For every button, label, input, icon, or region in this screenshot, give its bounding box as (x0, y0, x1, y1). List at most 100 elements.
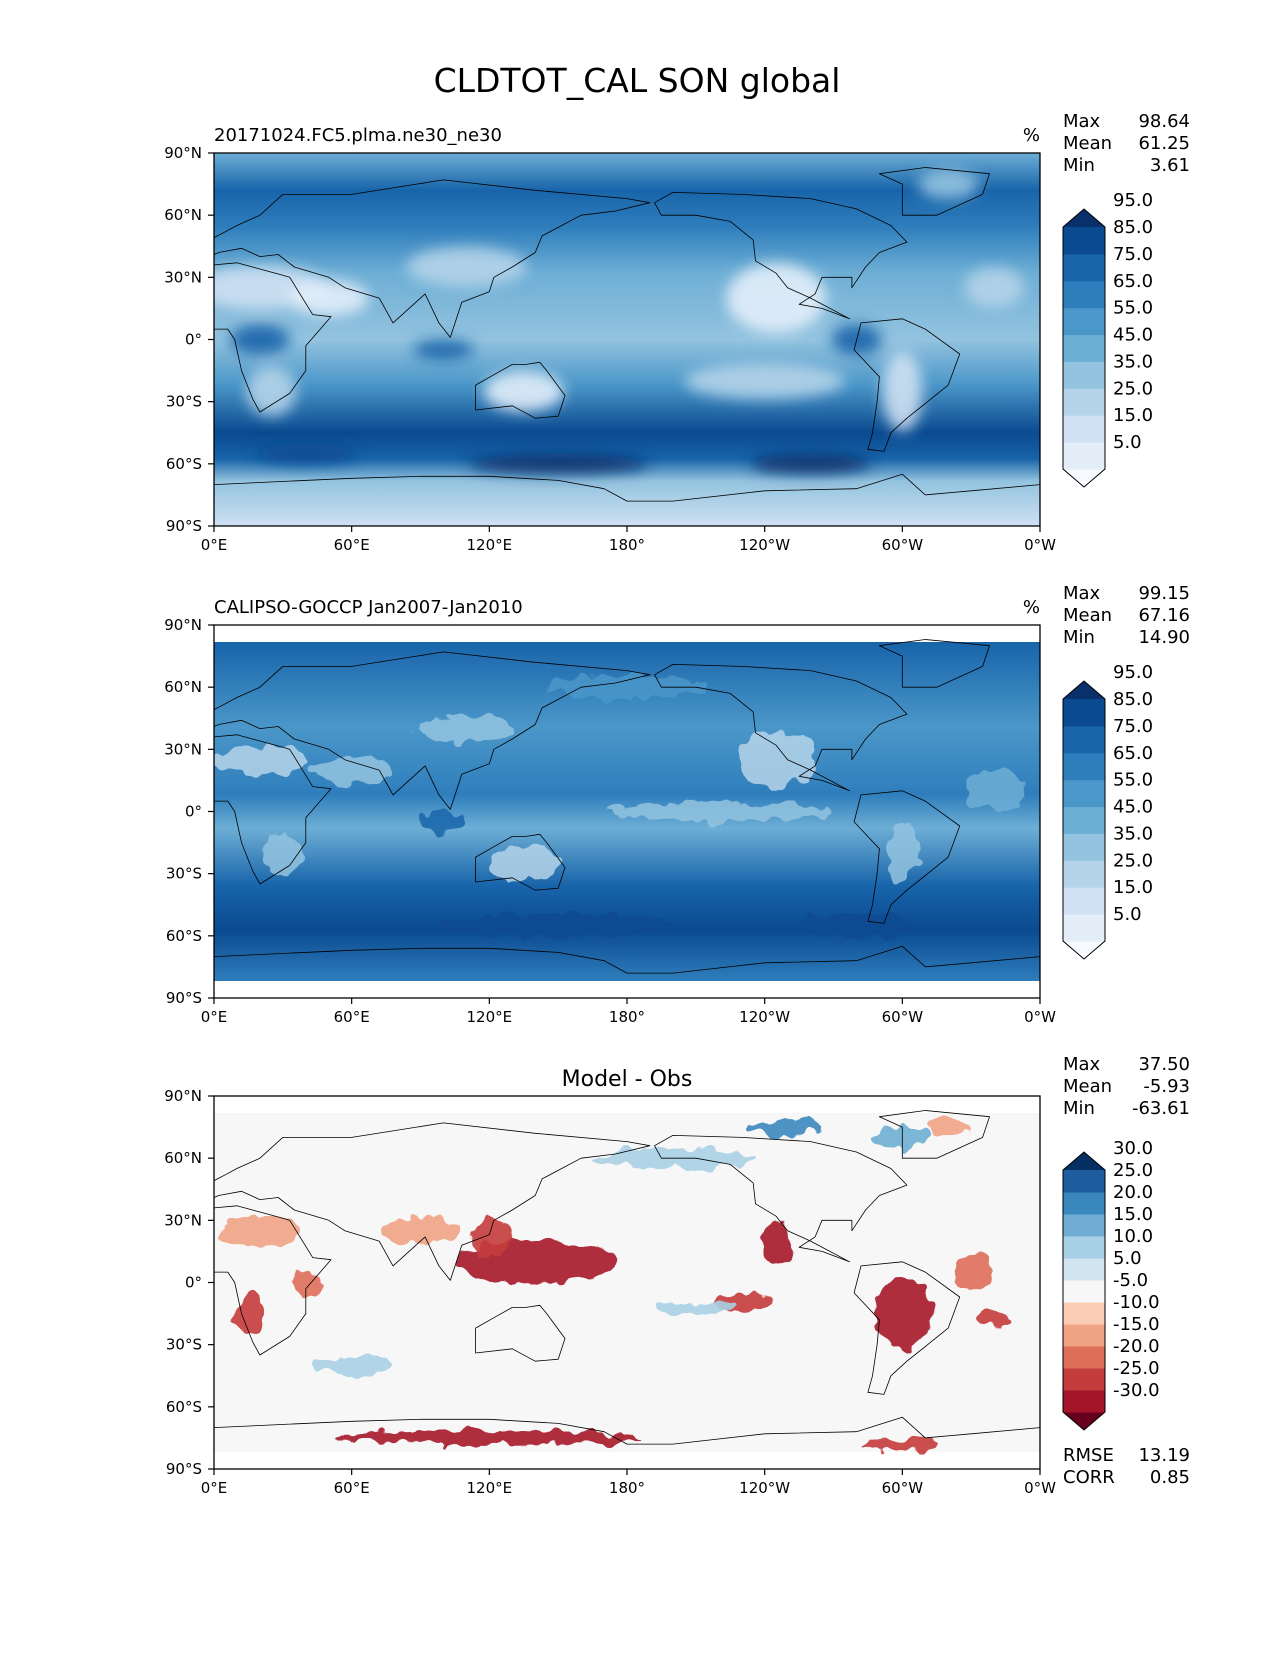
panel-center-label: Model - Obs (562, 1067, 693, 1092)
lat-tick-label: 90°N (164, 616, 202, 634)
lon-tick-label: 180° (609, 1479, 645, 1497)
colorbar-tick-label: 85.0 (1113, 689, 1153, 710)
lat-tick-label: 0° (185, 331, 202, 349)
colorbar-tick-label: 35.0 (1113, 823, 1153, 844)
lat-tick-label: 60°S (166, 927, 202, 945)
lat-tick-label: 60°S (166, 455, 202, 473)
colorbar-tick-label: 15.0 (1113, 877, 1153, 898)
lat-tick-label: 90°S (166, 1460, 202, 1478)
colorbar-tick-label: 95.0 (1113, 190, 1153, 211)
stat-label-min: Min (1063, 155, 1095, 176)
stat-value-corr: 0.85 (1150, 1467, 1190, 1488)
lon-tick-label: 0°W (1024, 1479, 1056, 1497)
colorbar-tick-label: -5.0 (1113, 1270, 1148, 1291)
colorbar-tick-label: -25.0 (1113, 1358, 1160, 1379)
colorbar-tick-label: 25.0 (1113, 1160, 1153, 1181)
colorbar-tick-label: 75.0 (1113, 244, 1153, 265)
colorbar-tick-label: 15.0 (1113, 405, 1153, 426)
colorbar-tick-label: 55.0 (1113, 770, 1153, 791)
stat-label-max: Max (1063, 583, 1101, 604)
colorbar-tick-label: 25.0 (1113, 378, 1153, 399)
lat-tick-label: 60°S (166, 1398, 202, 1416)
lon-tick-label: 0°E (201, 536, 228, 554)
lon-tick-label: 120°W (739, 1479, 790, 1497)
panel-units: % (1023, 125, 1040, 146)
colorbar-tick-label: 20.0 (1113, 1182, 1153, 1203)
panel-diff: 90°N 60°N 30°N 0° 30°S 60°S 90°S0°E 60°E 120°E 18… (164, 1054, 1190, 1497)
lon-tick-label: 0°E (201, 1479, 228, 1497)
figure-title: CLDTOT_CAL SON global (434, 61, 841, 100)
colorbar-tick-label: 85.0 (1113, 217, 1153, 238)
colorbar-tick-label: 45.0 (1113, 325, 1153, 346)
stat-value-min: -63.61 (1132, 1098, 1190, 1119)
lat-tick-label: 30°N (164, 740, 202, 758)
colorbar: 95.0 85.0 75.0 65.0 55.0 45.0 35.0 25.0 15.0 5.0 (1062, 662, 1153, 960)
map-field-obs (214, 625, 1040, 998)
stat-value-mean: 67.16 (1138, 605, 1190, 626)
map-field-model (214, 153, 1040, 526)
colorbar-tick-label: 65.0 (1113, 271, 1153, 292)
lat-tick-label: 30°S (166, 1336, 202, 1354)
lon-tick-label: 60°W (882, 1479, 924, 1497)
stat-value-max: 99.15 (1138, 583, 1190, 604)
panel-obs: 90°N 60°N 30°N 0° 30°S 60°S 90°S0°E 60°E 120°E 18… (164, 583, 1190, 1026)
colorbar-tick-label: -10.0 (1113, 1292, 1160, 1313)
colorbar-tick-label: 45.0 (1113, 797, 1153, 818)
colorbar-tick-label: 35.0 (1113, 351, 1153, 372)
lon-tick-label: 120°W (739, 1008, 790, 1026)
stat-value-max: 37.50 (1138, 1054, 1190, 1075)
colorbar-tick-label: 30.0 (1113, 1138, 1153, 1159)
lat-tick-label: 0° (185, 803, 202, 821)
colorbar-tick-label: 15.0 (1113, 1204, 1153, 1225)
stat-value-min: 14.90 (1138, 627, 1190, 648)
colorbar: 30.025.020.015.010.05.0-5.0-10.0-15.0-20… (1062, 1138, 1160, 1431)
colorbar-tick-label: 55.0 (1113, 298, 1153, 319)
lon-tick-label: 0°E (201, 1008, 228, 1026)
colorbar-tick-label: -15.0 (1113, 1314, 1160, 1335)
stat-label-max: Max (1063, 1054, 1101, 1075)
map-field-diff (214, 1096, 1040, 1469)
lon-tick-label: 120°W (739, 536, 790, 554)
lat-tick-label: 30°N (164, 1211, 202, 1229)
stat-label-mean: Mean (1063, 133, 1112, 154)
lon-tick-label: 120°E (467, 1008, 513, 1026)
colorbar-tick-label: -20.0 (1113, 1336, 1160, 1357)
colorbar: 95.0 85.0 75.0 65.0 55.0 45.0 35.0 25.0 15.0 5.0 (1062, 190, 1153, 488)
lat-tick-label: 60°N (164, 1149, 202, 1167)
lon-tick-label: 60°E (334, 536, 370, 554)
panel-units: % (1023, 597, 1040, 618)
panel-left-label: 20171024.FC5.plma.ne30_ne30 (214, 125, 502, 146)
stat-label-min: Min (1063, 627, 1095, 648)
coastlines (214, 1110, 1040, 1469)
stat-value-max: 98.64 (1138, 111, 1190, 132)
coastlines (214, 639, 1040, 998)
colorbar-tick-label: 5.0 (1113, 432, 1142, 453)
colorbar-tick-label: 65.0 (1113, 743, 1153, 764)
lon-tick-label: 60°E (334, 1479, 370, 1497)
stat-value-mean: -5.93 (1143, 1076, 1190, 1097)
lat-tick-label: 90°N (164, 144, 202, 162)
lat-tick-label: 90°S (166, 517, 202, 535)
lat-tick-label: 30°S (166, 393, 202, 411)
lon-tick-label: 0°W (1024, 1008, 1056, 1026)
lat-tick-label: 30°S (166, 865, 202, 883)
colorbar-tick-label: 75.0 (1113, 716, 1153, 737)
stat-value-min: 3.61 (1150, 155, 1190, 176)
stat-label-mean: Mean (1063, 1076, 1112, 1097)
lat-tick-label: 60°N (164, 206, 202, 224)
lon-tick-label: 120°E (467, 1479, 513, 1497)
colorbar-tick-label: 10.0 (1113, 1226, 1153, 1247)
lat-tick-label: 30°N (164, 268, 202, 286)
lon-tick-label: 180° (609, 536, 645, 554)
colorbar-tick-label: 95.0 (1113, 662, 1153, 683)
lon-tick-label: 180° (609, 1008, 645, 1026)
lon-tick-label: 60°W (882, 1008, 924, 1026)
colorbar-tick-label: 5.0 (1113, 1248, 1142, 1269)
stat-label-min: Min (1063, 1098, 1095, 1119)
lon-tick-label: 120°E (467, 536, 513, 554)
lat-tick-label: 0° (185, 1274, 202, 1292)
lat-tick-label: 60°N (164, 678, 202, 696)
lon-tick-label: 60°W (882, 536, 924, 554)
